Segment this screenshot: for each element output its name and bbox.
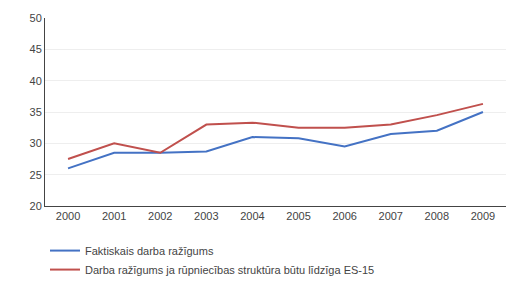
svg-text:2007: 2007 bbox=[379, 210, 403, 222]
svg-text:Faktiskais darba ražīgums: Faktiskais darba ražīgums bbox=[85, 245, 214, 257]
svg-text:2006: 2006 bbox=[332, 210, 356, 222]
svg-text:2000: 2000 bbox=[56, 210, 80, 222]
svg-text:35: 35 bbox=[30, 106, 42, 118]
svg-text:25: 25 bbox=[30, 169, 42, 181]
svg-text:45: 45 bbox=[30, 43, 42, 55]
svg-text:2002: 2002 bbox=[148, 210, 172, 222]
svg-text:20: 20 bbox=[30, 200, 42, 212]
svg-text:Darba ražīgums ja rūpniecības: Darba ražīgums ja rūpniecības struktūra … bbox=[85, 264, 374, 276]
svg-text:2009: 2009 bbox=[471, 210, 495, 222]
svg-text:30: 30 bbox=[30, 137, 42, 149]
svg-text:2008: 2008 bbox=[425, 210, 449, 222]
svg-text:50: 50 bbox=[30, 12, 42, 24]
svg-text:2001: 2001 bbox=[102, 210, 126, 222]
svg-text:2004: 2004 bbox=[240, 210, 264, 222]
svg-text:2005: 2005 bbox=[286, 210, 310, 222]
svg-text:2003: 2003 bbox=[194, 210, 218, 222]
svg-text:40: 40 bbox=[30, 75, 42, 87]
